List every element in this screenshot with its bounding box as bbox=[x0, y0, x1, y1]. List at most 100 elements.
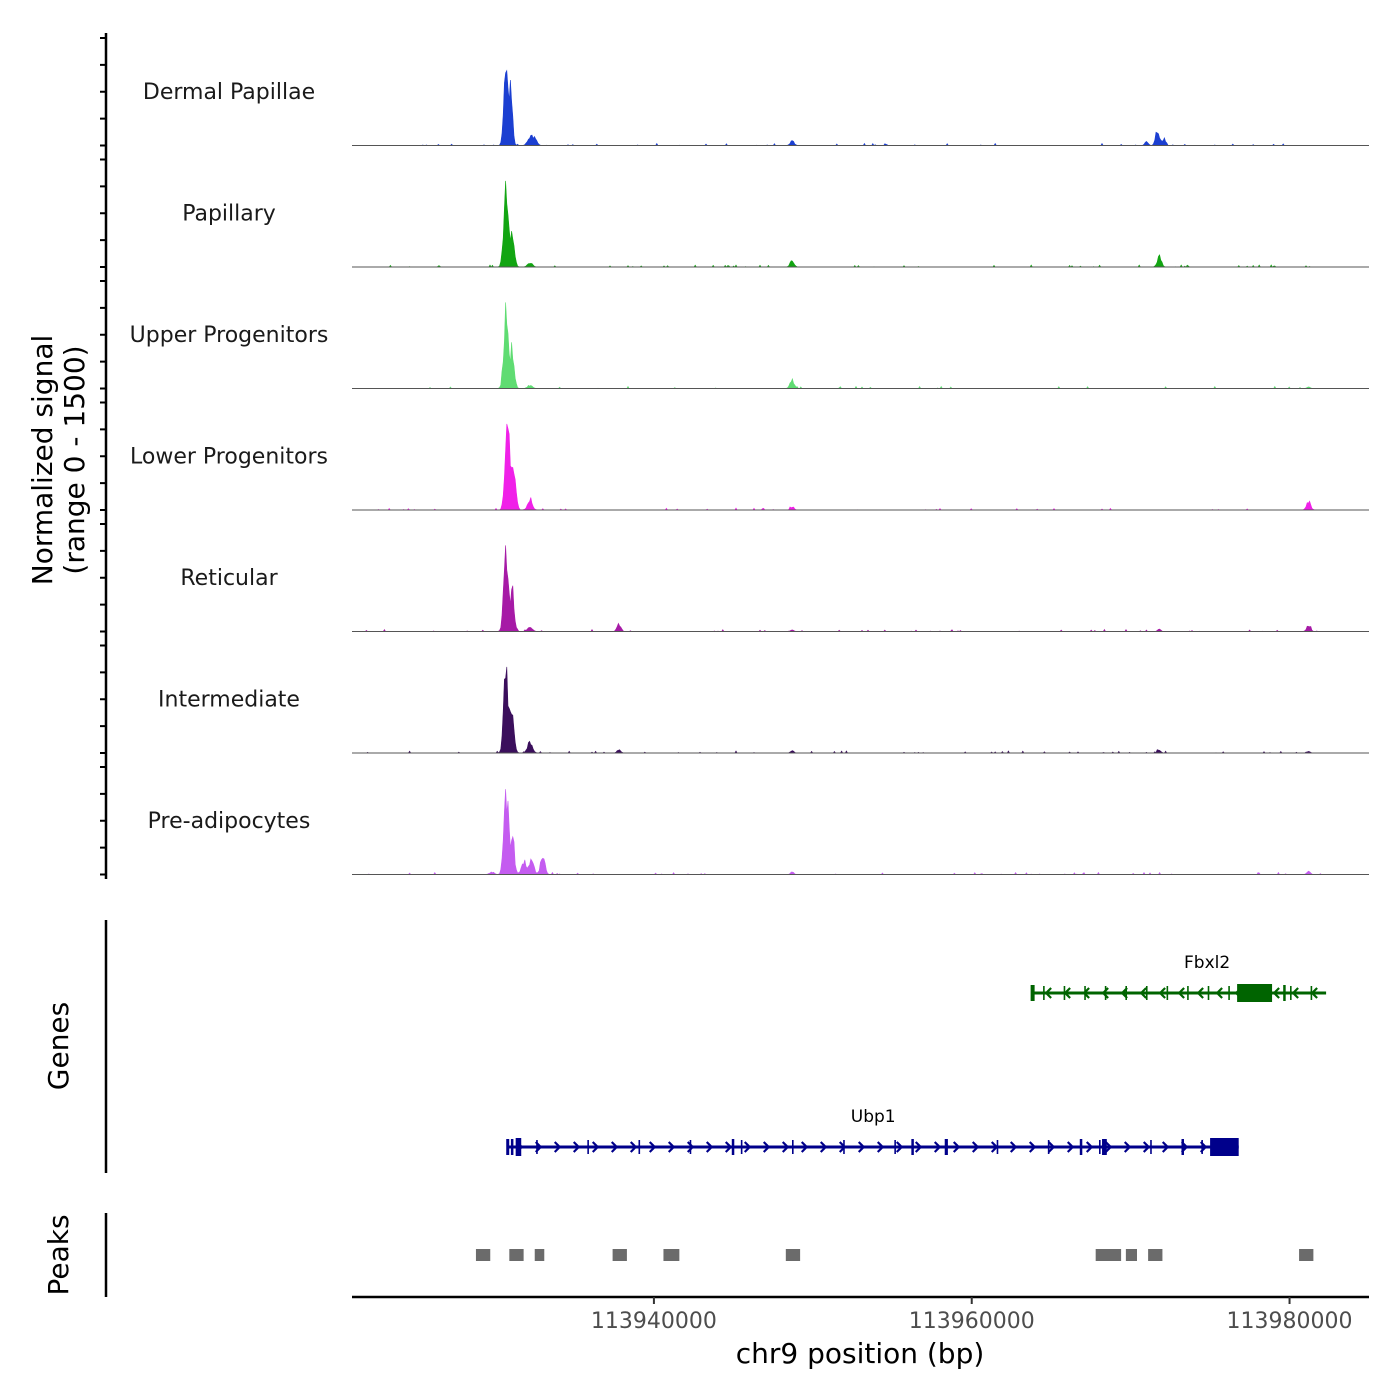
genes-track-label: Genes bbox=[42, 1002, 75, 1090]
track-label: Pre-adipocytes bbox=[148, 809, 311, 834]
strand-arrow bbox=[1139, 987, 1147, 999]
coverage-area bbox=[352, 666, 1322, 754]
exon bbox=[731, 1139, 735, 1155]
exon bbox=[1102, 1139, 1107, 1155]
coding-exon bbox=[515, 1138, 522, 1156]
exon bbox=[911, 1139, 914, 1155]
strand-arrow bbox=[876, 1141, 885, 1153]
track-label: Reticular bbox=[180, 566, 278, 591]
strand-arrow bbox=[971, 1141, 980, 1153]
y-axis-title-line2: (range 0 - 1500) bbox=[58, 345, 91, 574]
strand-arrow bbox=[610, 1141, 619, 1153]
strand-arrow bbox=[572, 1141, 581, 1153]
strand-arrow bbox=[762, 1141, 771, 1153]
track-reticular: Reticular bbox=[180, 545, 1369, 632]
strand-arrow bbox=[1161, 1141, 1170, 1153]
exon bbox=[510, 1139, 514, 1155]
coverage-area bbox=[352, 180, 1322, 268]
exon bbox=[1079, 1139, 1083, 1155]
strand-arrow bbox=[933, 1141, 942, 1153]
track-label: Lower Progenitors bbox=[130, 445, 328, 470]
strand-arrow bbox=[1047, 1141, 1056, 1153]
peak-region bbox=[509, 1249, 524, 1261]
gene-label: Fbxl2 bbox=[1184, 953, 1230, 973]
strand-arrow bbox=[591, 1141, 600, 1153]
peaks-track bbox=[475, 1249, 1314, 1261]
signal-y-axis-ticks bbox=[100, 37, 106, 876]
strand-arrow bbox=[857, 1141, 866, 1153]
gene-ubp1: Ubp1 bbox=[506, 1107, 1239, 1156]
x-tick-label: 113960000 bbox=[909, 1309, 1035, 1334]
exon bbox=[1181, 1139, 1184, 1155]
track-intermediate: Intermediate bbox=[158, 666, 1369, 754]
strand-arrow bbox=[952, 1141, 961, 1153]
coverage-area bbox=[352, 423, 1322, 511]
coverage-area bbox=[352, 545, 1322, 632]
x-tick-label: 113940000 bbox=[591, 1309, 717, 1334]
strand-arrow bbox=[914, 1141, 923, 1153]
track-label: Dermal Papillae bbox=[143, 80, 315, 105]
track-label: Papillary bbox=[182, 202, 276, 227]
peak-region bbox=[1148, 1249, 1163, 1261]
peak-region bbox=[663, 1249, 680, 1261]
exon bbox=[1032, 985, 1035, 1001]
peak-region bbox=[612, 1249, 627, 1261]
strand-arrow bbox=[1044, 987, 1052, 999]
coding-exon bbox=[1237, 984, 1273, 1002]
peaks-track-label: Peaks bbox=[42, 1214, 75, 1295]
strand-arrow bbox=[781, 1141, 790, 1153]
strand-arrow bbox=[1291, 987, 1299, 999]
peak-region bbox=[785, 1249, 801, 1261]
strand-arrow bbox=[1196, 987, 1204, 999]
genes-track: Fbxl2 Ubp1 bbox=[506, 953, 1327, 1156]
track-papillary: Papillary bbox=[182, 180, 1369, 268]
y-axis-title: Normalized signal (range 0 - 1500) bbox=[26, 335, 91, 586]
strand-arrow bbox=[1123, 1141, 1132, 1153]
strand-arrow bbox=[1101, 987, 1109, 999]
strand-arrow bbox=[1177, 987, 1185, 999]
coverage-area bbox=[352, 789, 1322, 875]
strand-arrow bbox=[667, 1141, 676, 1153]
gene-fbxl2: Fbxl2 bbox=[1030, 953, 1327, 1002]
track-dermal-papillae: Dermal Papillae bbox=[143, 69, 1369, 146]
peak-region bbox=[1095, 1249, 1122, 1261]
peak-region bbox=[1299, 1249, 1314, 1261]
strand-arrow bbox=[1082, 987, 1090, 999]
strand-arrow bbox=[629, 1141, 638, 1153]
x-axis-ticks: 113940000 113960000 113980000 bbox=[591, 1297, 1353, 1334]
coverage-area bbox=[352, 69, 1322, 146]
strand-arrow bbox=[1142, 1141, 1151, 1153]
x-tick-label: 113980000 bbox=[1227, 1309, 1353, 1334]
strand-arrow bbox=[1066, 1141, 1075, 1153]
coding-exon bbox=[1210, 1138, 1239, 1156]
strand-arrow bbox=[800, 1141, 809, 1153]
coverage-area bbox=[352, 302, 1322, 389]
strand-arrow bbox=[743, 1141, 752, 1153]
track-lower-progenitors: Lower Progenitors bbox=[130, 423, 1369, 511]
strand-arrow bbox=[705, 1141, 714, 1153]
track-label: Intermediate bbox=[158, 688, 300, 713]
strand-arrow bbox=[1158, 987, 1166, 999]
peak-region bbox=[1125, 1249, 1137, 1261]
strand-arrow bbox=[1028, 1141, 1037, 1153]
strand-arrow bbox=[1215, 987, 1223, 999]
track-label: Upper Progenitors bbox=[130, 323, 329, 348]
coverage-tracks: Dermal Papillae Papillary Upper Progenitor… bbox=[130, 69, 1369, 875]
strand-arrow bbox=[686, 1141, 695, 1153]
strand-arrow bbox=[553, 1141, 562, 1153]
strand-arrow bbox=[1009, 1141, 1018, 1153]
peak-region bbox=[475, 1249, 491, 1261]
exon bbox=[1283, 985, 1286, 1001]
gene-label: Ubp1 bbox=[851, 1107, 896, 1127]
track-pre-adipocytes: Pre-adipocytes bbox=[148, 789, 1369, 875]
strand-arrow bbox=[1272, 987, 1280, 999]
strand-arrow bbox=[648, 1141, 657, 1153]
x-axis-title: chr9 position (bp) bbox=[736, 1337, 985, 1370]
y-axis-title-line1: Normalized signal bbox=[26, 335, 59, 586]
strand-arrow bbox=[724, 1141, 733, 1153]
peak-region bbox=[534, 1249, 545, 1261]
strand-arrow bbox=[1104, 1141, 1113, 1153]
strand-arrow bbox=[1085, 1141, 1094, 1153]
strand-arrow bbox=[819, 1141, 828, 1153]
